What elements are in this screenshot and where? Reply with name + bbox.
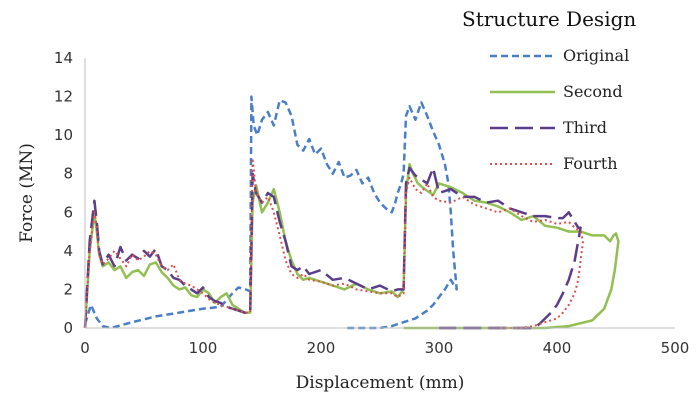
legend-label-fourth: Fourth [563,154,618,173]
x-tick-labels: 0 100 200 300 400 500 [80,339,689,357]
y-tick-label: 2 [63,280,73,298]
x-tick-label: 300 [425,339,454,357]
series-line-third [83,166,582,330]
series-line-second [83,162,620,330]
x-axis-title: Displacement (mm) [296,373,465,393]
axes [84,58,675,329]
series-line-original [83,95,458,330]
x-tick-label: 200 [307,339,336,357]
x-tick-label: 100 [189,339,218,357]
legend: Structure Design Original Second Third Four… [462,7,636,173]
y-tick-label: 12 [54,88,73,106]
legend-label-original: Original [563,46,629,65]
series-line-fourth [84,157,584,329]
legend-label-second: Second [563,82,623,101]
y-tick-label: 14 [54,49,73,67]
y-tick-labels: 0 2 4 6 8 10 12 14 [54,49,73,337]
y-tick-label: 6 [63,203,73,221]
x-tick-label: 500 [661,339,690,357]
legend-items: Original Second Third Fourth [490,46,629,173]
y-tick-label: 0 [63,319,73,337]
y-tick-label: 4 [63,242,73,260]
plot-area [83,95,620,330]
y-axis-title: Force (MN) [17,143,37,243]
x-tick-label: 0 [80,339,90,357]
x-tick-label: 400 [543,339,572,357]
legend-label-third: Third [563,118,607,137]
y-tick-label: 8 [63,165,73,183]
y-tick-label: 10 [54,126,73,144]
legend-title: Structure Design [462,7,636,31]
